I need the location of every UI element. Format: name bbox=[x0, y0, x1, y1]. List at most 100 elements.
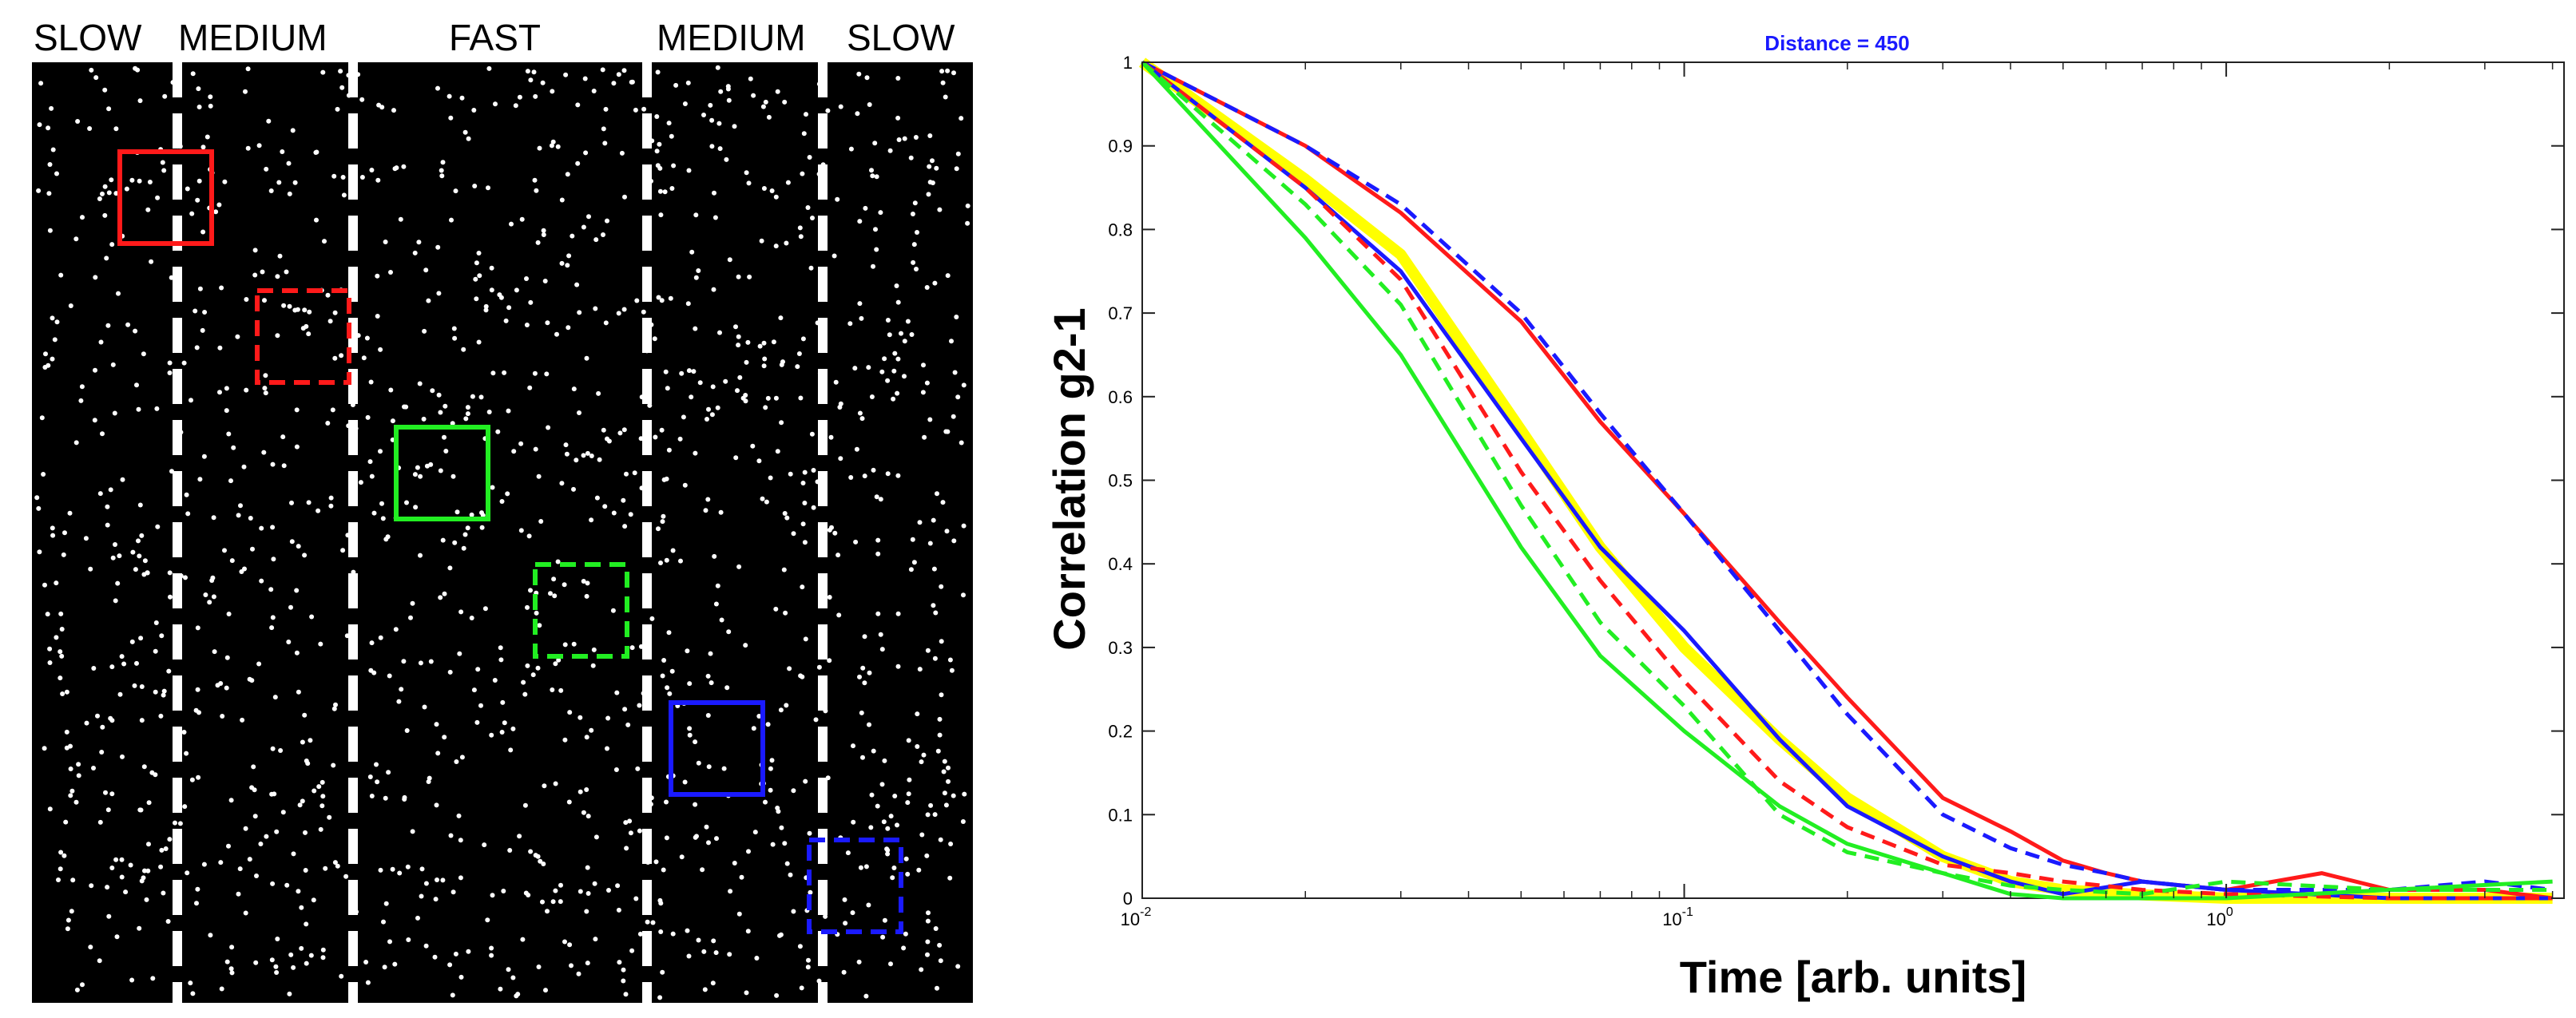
particle bbox=[574, 282, 580, 287]
particle bbox=[862, 634, 867, 640]
particle bbox=[316, 784, 322, 790]
particle bbox=[447, 669, 453, 675]
particle bbox=[542, 783, 547, 789]
particle bbox=[318, 641, 323, 647]
particle bbox=[511, 449, 517, 454]
particle bbox=[160, 160, 165, 165]
particle bbox=[452, 540, 458, 545]
particle bbox=[785, 180, 791, 185]
particle bbox=[566, 799, 572, 805]
particle bbox=[532, 370, 538, 376]
particle bbox=[800, 171, 805, 176]
particle bbox=[109, 718, 115, 723]
particle bbox=[768, 787, 773, 793]
particle bbox=[550, 899, 556, 905]
particle bbox=[316, 508, 321, 513]
particle bbox=[709, 412, 715, 418]
particle bbox=[584, 735, 589, 740]
particle bbox=[398, 216, 403, 222]
particle bbox=[113, 191, 119, 196]
particle bbox=[37, 549, 42, 555]
particle bbox=[375, 177, 381, 183]
particle bbox=[937, 207, 943, 212]
particle bbox=[811, 468, 816, 473]
particle bbox=[773, 395, 779, 401]
particle bbox=[754, 956, 760, 961]
particle bbox=[715, 405, 720, 410]
particle bbox=[181, 360, 187, 366]
particle bbox=[647, 402, 653, 408]
particle bbox=[885, 378, 891, 383]
particle bbox=[811, 505, 816, 510]
particle bbox=[475, 667, 481, 672]
y-tick-label: 0.6 bbox=[1108, 387, 1133, 407]
particle bbox=[943, 802, 949, 808]
particle bbox=[633, 896, 639, 901]
particle bbox=[403, 404, 409, 410]
particle bbox=[836, 553, 841, 558]
particle bbox=[525, 69, 530, 74]
particle bbox=[838, 104, 843, 109]
particle bbox=[584, 593, 589, 599]
y-tick-label: 1 bbox=[1123, 53, 1133, 73]
particle bbox=[825, 108, 831, 113]
particle bbox=[875, 537, 881, 543]
particle bbox=[41, 472, 46, 477]
particle bbox=[427, 775, 432, 781]
series-line-6 bbox=[1141, 61, 2553, 897]
particle bbox=[910, 212, 915, 216]
particle bbox=[559, 481, 565, 486]
particle bbox=[584, 787, 589, 792]
particle bbox=[266, 118, 272, 124]
particle bbox=[142, 868, 147, 873]
particle bbox=[518, 528, 524, 533]
particle bbox=[459, 755, 465, 760]
particle bbox=[685, 301, 691, 307]
particle bbox=[905, 800, 911, 806]
particle bbox=[479, 525, 485, 530]
particle bbox=[712, 553, 717, 559]
particle bbox=[254, 873, 259, 878]
particle bbox=[593, 306, 598, 311]
particle bbox=[108, 487, 113, 493]
particle bbox=[304, 961, 309, 966]
particle bbox=[478, 394, 484, 400]
particle bbox=[913, 135, 919, 140]
particle bbox=[908, 567, 914, 572]
particle bbox=[328, 503, 334, 509]
particle bbox=[136, 406, 141, 412]
particle bbox=[270, 461, 276, 467]
particle bbox=[868, 825, 874, 830]
particle bbox=[248, 516, 253, 521]
particle bbox=[68, 303, 73, 308]
particle bbox=[827, 595, 832, 600]
particle bbox=[946, 765, 951, 770]
particle-panel: SLOW MEDIUM FAST MEDIUM SLOW bbox=[32, 17, 973, 1003]
particle bbox=[163, 846, 169, 851]
particle bbox=[473, 276, 478, 282]
particle bbox=[274, 970, 280, 975]
particle bbox=[196, 105, 202, 109]
particle bbox=[365, 980, 371, 985]
particle bbox=[667, 691, 673, 696]
particle bbox=[59, 627, 65, 632]
particle bbox=[550, 687, 555, 692]
particle bbox=[802, 540, 808, 545]
x-tick-base: 10 bbox=[2206, 909, 2225, 929]
particle bbox=[951, 538, 957, 544]
particle bbox=[508, 747, 514, 753]
particle bbox=[670, 931, 676, 937]
particle bbox=[592, 881, 597, 886]
particle bbox=[332, 355, 338, 361]
particle bbox=[438, 410, 443, 415]
particle bbox=[687, 726, 693, 731]
particle bbox=[161, 168, 167, 173]
particle bbox=[621, 427, 627, 433]
particle bbox=[506, 305, 512, 311]
particle bbox=[412, 472, 418, 477]
particle bbox=[895, 76, 901, 81]
particle bbox=[502, 720, 507, 726]
particle bbox=[773, 606, 779, 612]
particle bbox=[709, 144, 715, 149]
particle bbox=[668, 295, 673, 301]
